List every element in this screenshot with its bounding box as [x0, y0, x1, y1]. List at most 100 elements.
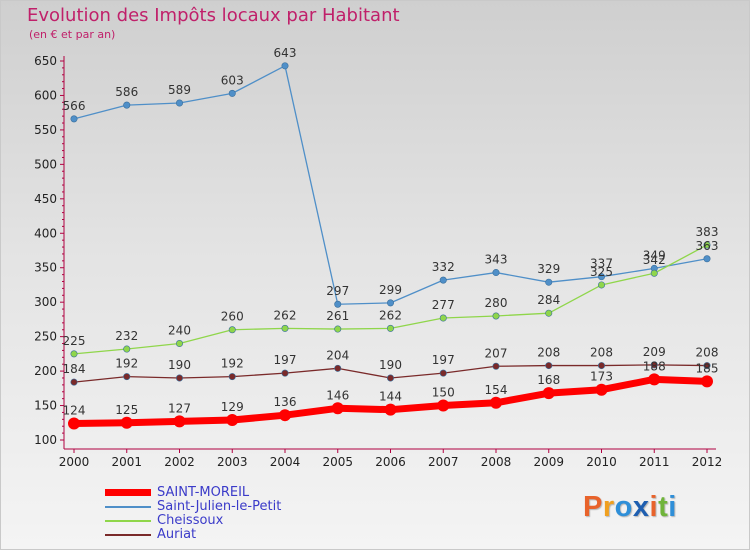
data-point — [703, 255, 711, 263]
data-label: 337 — [590, 257, 613, 271]
x-tick-label: 2011 — [639, 455, 670, 469]
data-label: 136 — [274, 395, 297, 409]
data-label: 383 — [696, 225, 719, 239]
data-point — [492, 312, 500, 320]
logo-letter: i — [668, 491, 677, 523]
data-label: 260 — [221, 310, 244, 324]
data-label: 284 — [537, 293, 560, 307]
x-tick-label: 2000 — [59, 455, 90, 469]
data-point — [228, 89, 236, 97]
data-label: 204 — [326, 348, 349, 362]
data-point — [281, 62, 289, 70]
data-label: 146 — [326, 388, 349, 402]
x-tick-label: 2012 — [692, 455, 723, 469]
data-label: 566 — [63, 99, 86, 113]
data-label: 643 — [274, 46, 297, 60]
data-label: 207 — [485, 346, 508, 360]
data-label: 589 — [168, 83, 191, 97]
data-point — [176, 374, 184, 382]
data-point — [386, 374, 394, 382]
data-label: 154 — [485, 383, 508, 397]
data-label: 173 — [590, 370, 613, 384]
data-label: 262 — [379, 308, 402, 322]
data-label: 190 — [168, 358, 191, 372]
data-label: 343 — [485, 253, 508, 267]
x-tick-label: 2004 — [270, 455, 301, 469]
data-label: 192 — [115, 357, 138, 371]
data-point — [597, 362, 605, 370]
legend-swatch — [105, 520, 151, 522]
proxiti-logo: Proxiti — [583, 491, 677, 524]
data-label: 129 — [221, 400, 244, 414]
data-label: 185 — [696, 361, 719, 375]
data-label: 261 — [326, 309, 349, 323]
data-label: 299 — [379, 283, 402, 297]
data-point — [70, 115, 78, 123]
data-label: 208 — [590, 346, 613, 360]
legend-swatch — [105, 489, 151, 496]
data-point — [176, 99, 184, 107]
data-point — [70, 350, 78, 358]
logo-letter: x — [632, 491, 650, 523]
y-tick-label: 600 — [34, 88, 57, 102]
data-label: 127 — [168, 401, 191, 415]
y-tick-label: 100 — [34, 433, 57, 447]
data-point — [123, 373, 131, 381]
logo-letter: o — [614, 491, 633, 523]
data-point — [703, 362, 711, 370]
data-label: 329 — [537, 262, 560, 276]
data-point — [650, 269, 658, 277]
data-label: 280 — [485, 296, 508, 310]
data-point — [439, 369, 447, 377]
x-tick-label: 2008 — [481, 455, 512, 469]
data-point — [542, 387, 555, 400]
data-label: 124 — [63, 403, 86, 417]
legend-swatch — [105, 534, 151, 536]
data-point — [281, 369, 289, 377]
data-label: 232 — [115, 329, 138, 343]
data-label: 325 — [590, 265, 613, 279]
legend-label: Cheissoux — [157, 513, 224, 528]
y-tick-label: 300 — [34, 295, 57, 309]
data-label: 349 — [643, 248, 666, 262]
data-label: 342 — [643, 253, 666, 267]
data-label: 262 — [274, 308, 297, 322]
data-label: 184 — [63, 362, 86, 376]
data-label: 168 — [537, 373, 560, 387]
data-point — [176, 340, 184, 348]
data-point — [492, 362, 500, 370]
data-point — [68, 417, 80, 430]
data-label: 150 — [432, 386, 455, 400]
data-point — [279, 409, 291, 422]
data-point — [334, 325, 342, 333]
y-tick-label: 400 — [34, 226, 57, 240]
x-tick-label: 2007 — [428, 455, 459, 469]
data-label: 209 — [643, 345, 666, 359]
data-label: 225 — [63, 334, 86, 348]
logo-letter: i — [649, 491, 659, 523]
data-point — [648, 373, 661, 386]
data-point — [384, 403, 397, 416]
data-label: 332 — [432, 260, 455, 274]
y-tick-label: 150 — [34, 399, 57, 413]
y-tick-label: 350 — [34, 261, 57, 275]
legend-label: Saint-Julien-le-Petit — [157, 499, 282, 514]
data-label: 603 — [221, 73, 244, 87]
data-point — [123, 345, 131, 353]
data-label: 277 — [432, 298, 455, 312]
data-label: 144 — [379, 390, 402, 404]
x-tick-label: 2006 — [375, 455, 406, 469]
y-tick-label: 250 — [34, 330, 57, 344]
logo-letter: r — [602, 491, 615, 523]
data-point — [545, 362, 553, 370]
logo-letter: P — [583, 491, 603, 523]
data-point — [703, 241, 711, 249]
data-label: 208 — [537, 346, 560, 360]
data-point — [701, 375, 713, 388]
legend-label: Auriat — [157, 527, 197, 542]
x-tick-label: 2005 — [322, 455, 353, 469]
data-label: 240 — [168, 324, 191, 338]
data-point — [120, 416, 133, 429]
data-point — [281, 324, 289, 332]
data-point — [386, 299, 394, 307]
